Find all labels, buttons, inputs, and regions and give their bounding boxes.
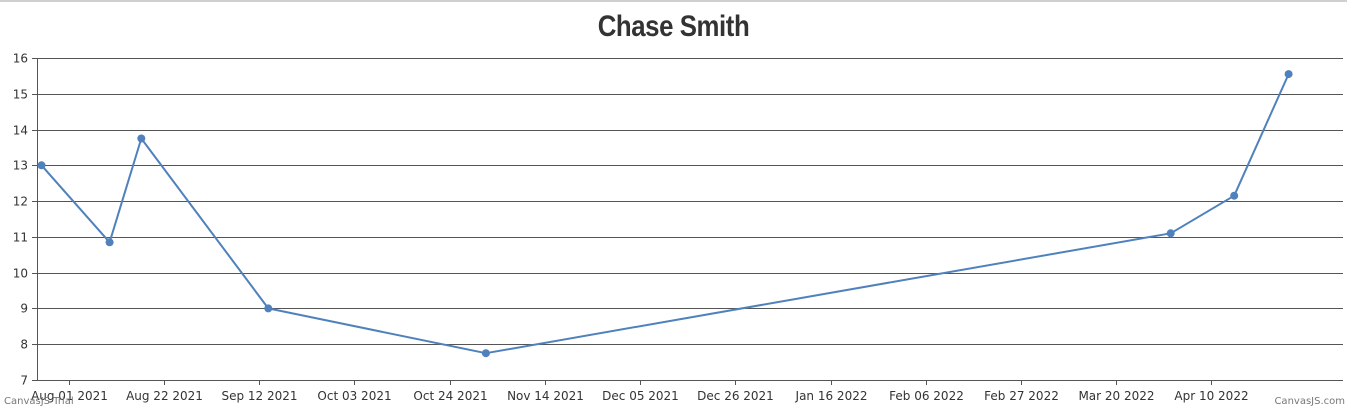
y-tick-label: 11	[13, 231, 28, 245]
data-point	[1230, 191, 1239, 200]
x-tick-label: Dec 05 2021	[602, 389, 679, 403]
y-tick-label: 9	[20, 302, 28, 316]
y-tick-label: 10	[13, 267, 28, 281]
x-tick-label: Mar 20 2022	[1078, 389, 1154, 403]
y-tick-label: 13	[13, 159, 28, 173]
data-point	[137, 134, 146, 143]
x-tick-label: Oct 03 2021	[317, 389, 391, 403]
y-tick-label: 16	[13, 52, 28, 66]
y-tick-label: 8	[20, 338, 28, 352]
y-tick-label: 14	[13, 124, 28, 138]
y-tick-label: 15	[13, 88, 28, 102]
credit-right[interactable]: CanvasJS.com	[1274, 396, 1345, 407]
data-point	[37, 161, 46, 170]
data-point	[105, 238, 114, 247]
series-line	[40, 73, 1290, 355]
x-tick-label: Oct 24 2021	[413, 389, 487, 403]
x-tick-label: Feb 27 2022	[984, 389, 1059, 403]
x-tick-label: Sep 12 2021	[221, 389, 297, 403]
chart-title: Chase Smith	[597, 10, 750, 43]
x-tick-label: Aug 01 2021	[31, 389, 108, 403]
x-tick-label: Aug 22 2021	[126, 389, 203, 403]
data-point	[1166, 229, 1175, 238]
credit-left[interactable]: CanvasJS Trial	[4, 396, 74, 407]
data-point	[1284, 70, 1293, 79]
y-tick-label: 7	[20, 374, 28, 388]
data-point	[264, 304, 273, 313]
x-tick-label: Feb 06 2022	[889, 389, 964, 403]
data-point	[481, 349, 490, 358]
x-tick-label: Apr 10 2022	[1174, 389, 1248, 403]
x-tick-label: Dec 26 2021	[697, 389, 774, 403]
y-tick-label: 12	[13, 195, 28, 209]
top-divider	[0, 0, 1347, 2]
x-tick-label: Jan 16 2022	[795, 389, 868, 403]
x-tick-label: Nov 14 2021	[507, 389, 584, 403]
